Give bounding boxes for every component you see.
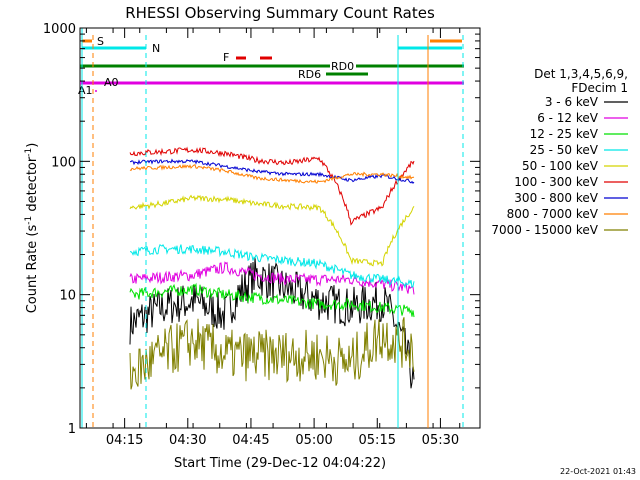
legend-label: 6 - 12 keV: [537, 111, 599, 125]
legend-label: 12 - 25 keV: [530, 127, 599, 141]
flag-s-label: S: [97, 35, 104, 48]
flag-a1-marker: [95, 90, 97, 92]
y-tick-label: 1000: [43, 22, 76, 37]
x-tick-label: 04:45: [232, 433, 269, 448]
series-layer: [129, 146, 415, 390]
series-line: [129, 244, 415, 289]
series-line: [129, 282, 415, 318]
x-tick-label: 04:30: [169, 433, 206, 448]
flag-n-label: N: [152, 42, 160, 55]
chart-title: RHESSI Observing Summary Count Rates: [125, 4, 435, 22]
flag-a0-label: A0: [104, 76, 119, 89]
legend-subtitle: FDecim 1: [571, 81, 628, 95]
legend-title: Det 1,3,4,5,6,9,: [534, 67, 628, 81]
x-axis-label: Start Time (29-Dec-12 04:04:22): [174, 456, 386, 471]
series-line: [129, 317, 415, 390]
legend-label: 25 - 50 keV: [530, 143, 599, 157]
legend: 3 - 6 keV 6 - 12 keV 12 - 25 keV 25 - 50 ke…: [491, 95, 628, 237]
x-tick-label: 05:30: [422, 433, 459, 448]
series-line: [130, 158, 415, 185]
series-line: [129, 146, 415, 226]
legend-label: 100 - 300 keV: [514, 175, 598, 189]
y-tick-label: 100: [51, 155, 76, 170]
footer-timestamp: 22-Oct-2021 01:43: [560, 467, 636, 476]
series-line: [129, 194, 415, 267]
flag-rd6-label: RD6: [298, 68, 321, 81]
legend-label: 50 - 100 keV: [522, 159, 599, 173]
series-line: [129, 257, 415, 389]
flag-layer: S N F RD0 RD6 A0 A1: [78, 35, 464, 97]
y-axis-label: Count Rate (s-1 detector-1): [24, 143, 40, 314]
vertical-marker-layer: [81, 28, 464, 428]
flag-a1-label: A1: [78, 84, 93, 97]
legend-label: 300 - 800 keV: [514, 191, 598, 205]
flag-f-label: F: [223, 51, 229, 64]
legend-label: 3 - 6 keV: [545, 95, 599, 109]
x-tick-label: 05:15: [359, 433, 396, 448]
flag-rd0-label: RD0: [331, 60, 354, 73]
legend-label: 7000 - 15000 keV: [491, 223, 598, 237]
y-tick-label: 1: [68, 422, 76, 437]
x-tick-label: 05:00: [295, 433, 332, 448]
y-tick-label: 10: [59, 289, 76, 304]
series-line: [129, 164, 415, 184]
plot-frame: [79, 27, 481, 429]
axis-ticks: 1 10 100 1000 04:15 04:30 04:45 05:00 05:15 05:30: [43, 22, 480, 448]
legend-label: 800 - 7000 keV: [507, 207, 599, 221]
series-line: [129, 261, 415, 295]
x-tick-label: 04:15: [106, 433, 143, 448]
